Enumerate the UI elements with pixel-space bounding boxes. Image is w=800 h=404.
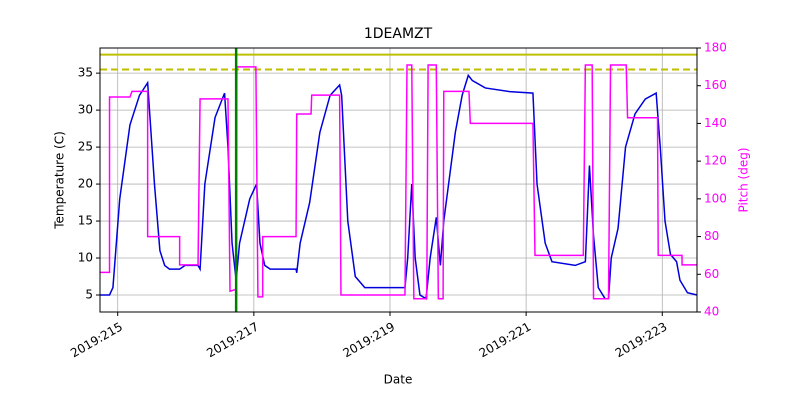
y2-tick-label: 40 xyxy=(704,305,719,319)
y2-tick-label: 60 xyxy=(704,267,719,281)
chart-title: 1DEAMZT xyxy=(364,26,433,42)
y-tick-label: 15 xyxy=(78,214,93,228)
y2-tick-label: 80 xyxy=(704,229,719,243)
y-axis-label: Temperature (C) xyxy=(53,131,67,230)
y-tick-label: 35 xyxy=(78,66,93,80)
y-tick-label: 10 xyxy=(78,251,93,265)
y2-tick-label: 160 xyxy=(704,78,727,92)
plot-frame xyxy=(99,47,698,313)
y-tick-label: 25 xyxy=(78,140,93,154)
y2-axis-label: Pitch (deg) xyxy=(737,147,751,212)
y-tick-label: 30 xyxy=(78,103,93,117)
y2-tick-label: 140 xyxy=(704,116,727,130)
y-tick-label: 5 xyxy=(85,287,93,301)
data-line xyxy=(100,64,697,300)
x-axis-label: Date xyxy=(384,373,413,387)
y2-tick-label: 120 xyxy=(704,154,727,168)
y2-tick-label: 100 xyxy=(704,191,727,205)
y-tick-label: 20 xyxy=(78,177,93,191)
y2-tick-label: 180 xyxy=(704,41,727,55)
